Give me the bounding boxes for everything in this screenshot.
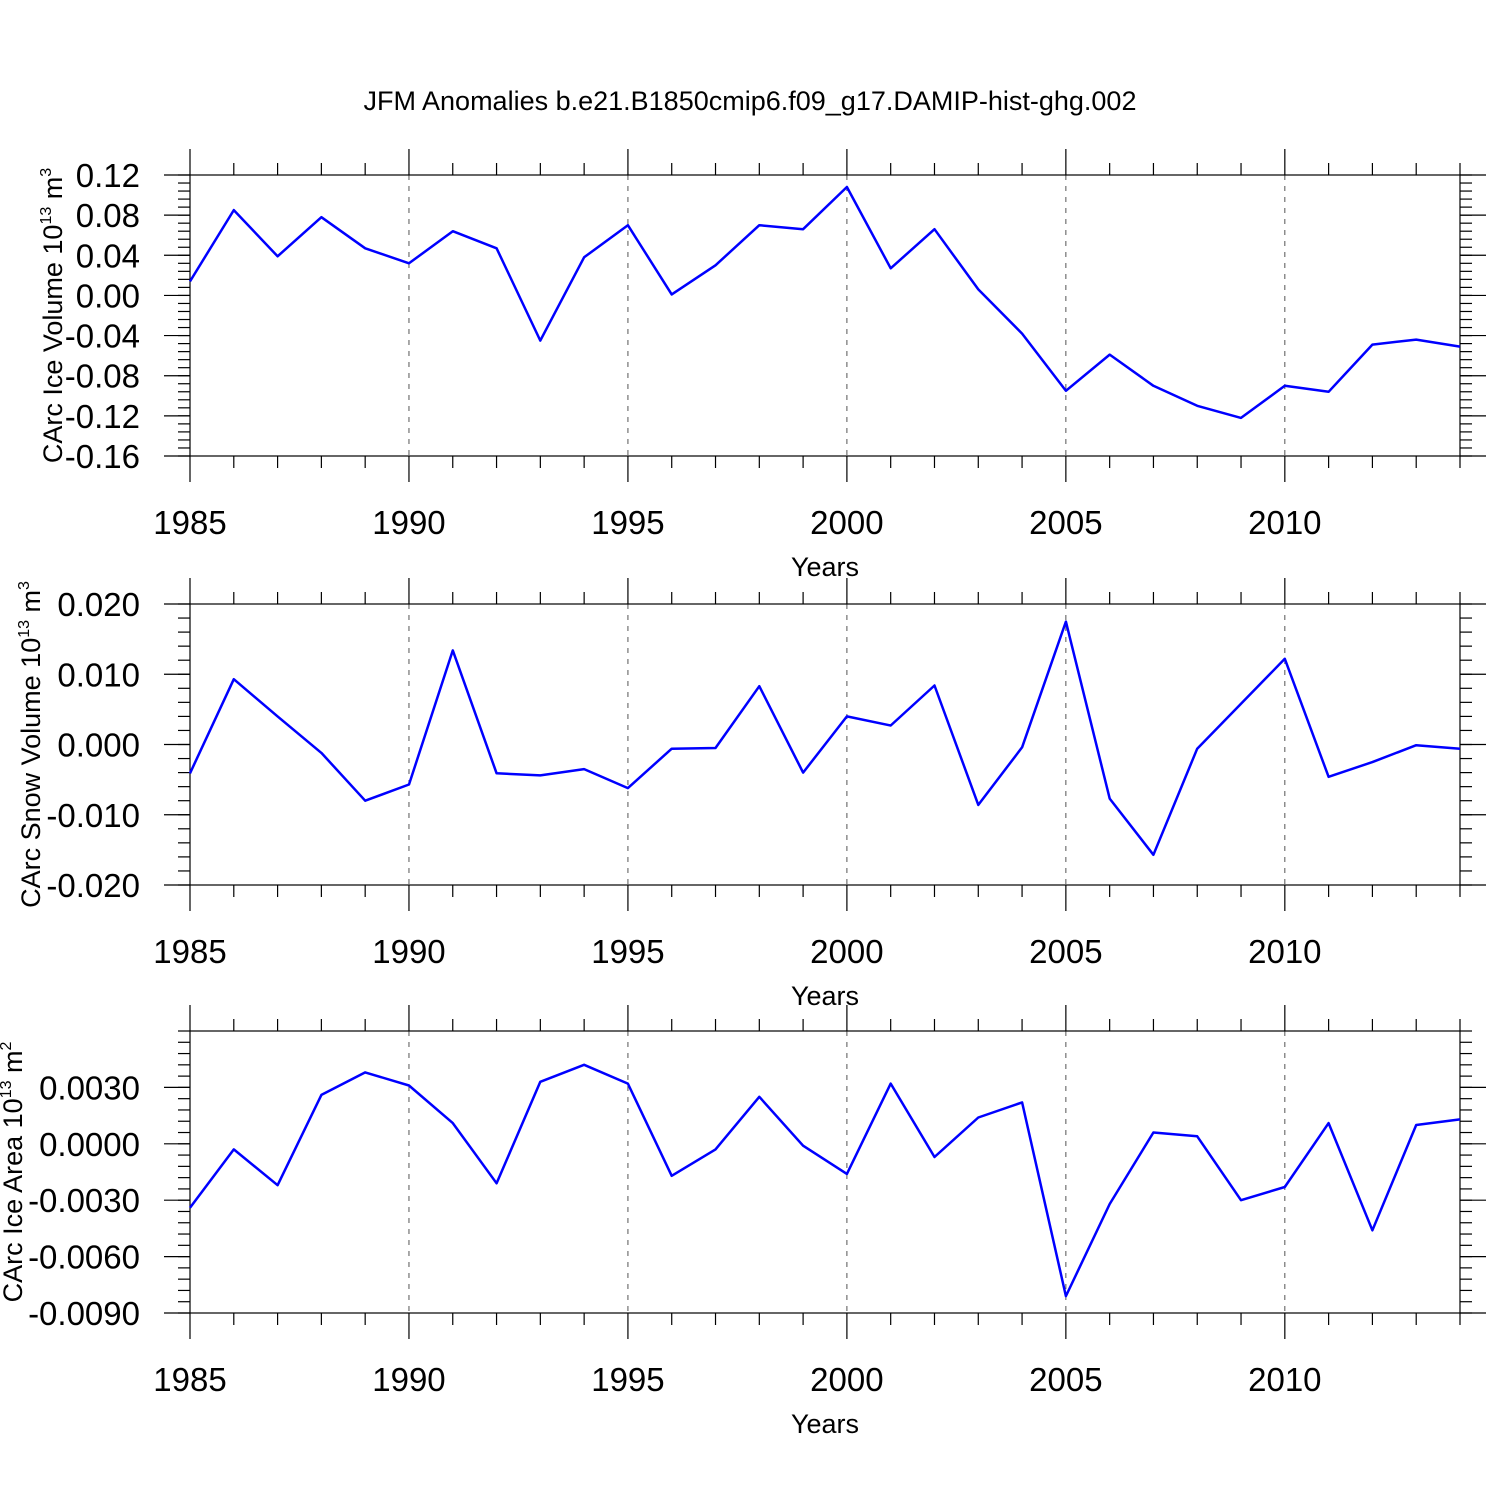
ice-area-panel: 1985 1990 1995 2000 2005 2010 Years 0.0030 0.000…: [0, 1005, 1486, 1439]
y-tick-label: -0.12: [65, 398, 140, 435]
ice-area-series-line: [189, 1063, 1461, 1298]
x-tick-label: 2005: [1029, 1361, 1102, 1398]
ice-volume-series-line: [188, 185, 1461, 420]
y-axis-label: CArc Snow Volume 1013 m3: [16, 581, 46, 908]
x-tick-label: 1985: [153, 504, 226, 541]
x-tick-label: 1990: [372, 1361, 445, 1398]
y-tick-label: -0.08: [65, 358, 140, 395]
y-tick-label: -0.020: [46, 867, 140, 904]
y-tick-label: 0.0000: [39, 1126, 140, 1163]
snow-volume-panel: 1985 1990 1995 2000 2005 2010 Years 0.020 0.010 0…: [16, 578, 1486, 1011]
y-tick-label: 0.00: [76, 277, 140, 314]
x-tick-label: 2000: [810, 504, 883, 541]
ice-volume-panel: 1985 1990 1995 2000 2005 2010Years0.120.080.0…: [38, 149, 1486, 582]
plot-frame: [189, 174, 1461, 457]
x-tick-label: 2000: [810, 1361, 883, 1398]
x-tick-label: 2010: [1248, 933, 1321, 970]
x-tick-label: 1995: [591, 933, 664, 970]
y-tick-label: -0.0090: [28, 1295, 140, 1332]
y-tick-label: 0.010: [57, 656, 140, 693]
y-tick-label: -0.0060: [28, 1239, 140, 1276]
y-tick-label: 0.000: [57, 727, 140, 764]
x-tick-label: 1985: [153, 933, 226, 970]
x-tick-label: 1990: [372, 933, 445, 970]
x-tick-label: 2005: [1029, 933, 1102, 970]
y-tick-label: 0.0030: [39, 1069, 140, 1106]
y-tick-label: 0.04: [76, 237, 140, 274]
x-tick-label: 1995: [591, 504, 664, 541]
x-tick-label: 2010: [1248, 1361, 1321, 1398]
y-tick-label: -0.16: [65, 438, 140, 475]
x-tick-label: 1985: [153, 1361, 226, 1398]
x-tick-label: 2005: [1029, 504, 1102, 541]
y-tick-label: 0.12: [76, 157, 140, 194]
x-tick-label: 2010: [1248, 504, 1321, 541]
y-tick-label: -0.010: [46, 797, 140, 834]
plot-frame: [189, 1030, 1461, 1314]
y-axis-label: CArc Ice Volume 1013 m3: [38, 168, 68, 463]
snow-volume-series-line: [188, 620, 1461, 857]
x-tick-label: 1990: [372, 504, 445, 541]
y-tick-label: 0.020: [57, 586, 140, 623]
y-tick-label: -0.04: [65, 318, 140, 355]
x-axis-label: Years: [791, 1409, 859, 1439]
y-tick-label: 0.08: [76, 197, 140, 234]
x-axis-label: Years: [791, 981, 859, 1011]
x-tick-label: 2000: [810, 933, 883, 970]
x-axis-label: Years: [791, 552, 859, 582]
y-tick-label: -0.0030: [28, 1182, 140, 1219]
x-tick-label: 1995: [591, 1361, 664, 1398]
figure-title: JFM Anomalies b.e21.B1850cmip6.f09_g17.D…: [364, 86, 1137, 116]
y-axis-label: CArc Ice Area 1013 m2: [0, 1042, 28, 1303]
